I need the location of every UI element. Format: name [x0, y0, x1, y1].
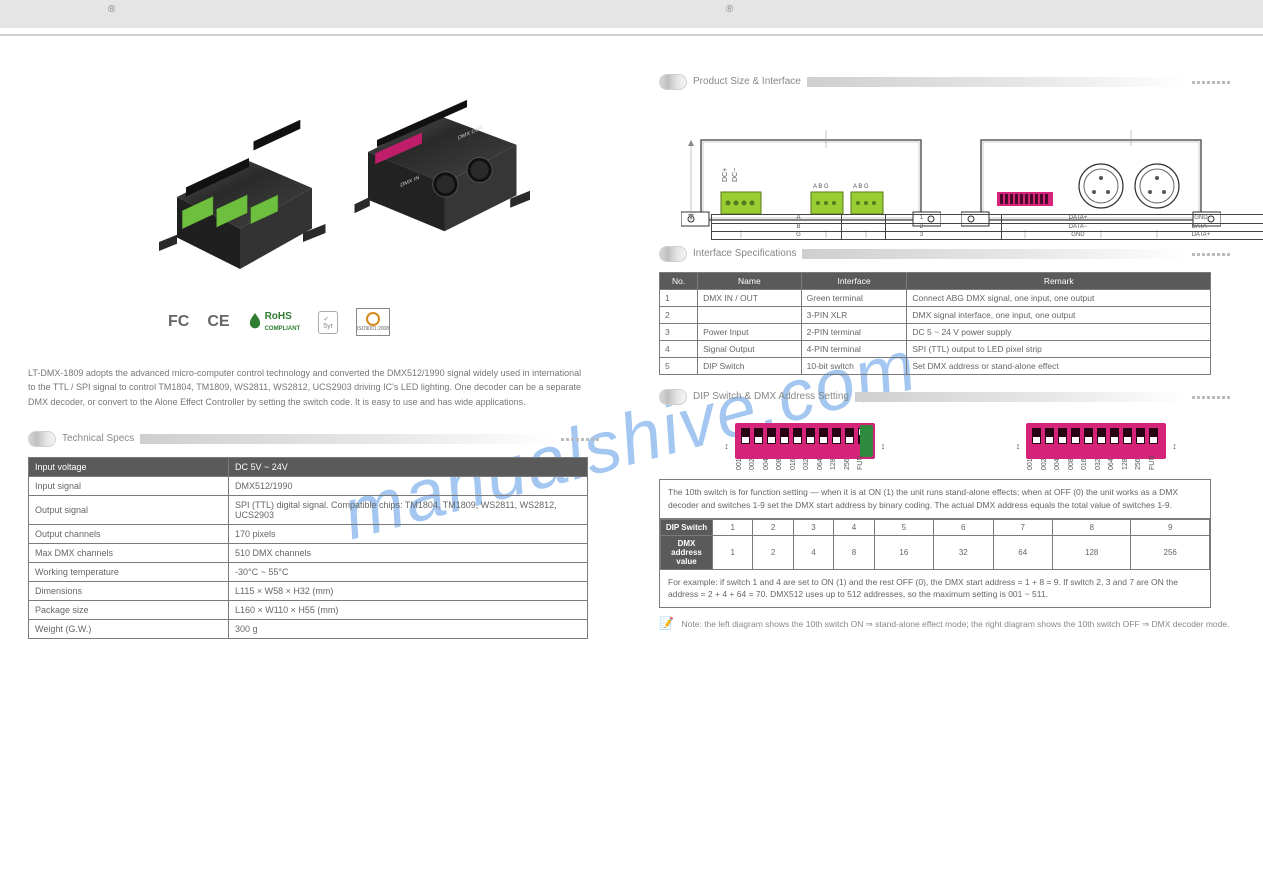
product-photo-group: DMX IN DMX OUT [28, 68, 611, 288]
dip-explain-header: The 10th switch is for function setting … [660, 480, 1210, 519]
dip-explain-box: The 10th switch is for function setting … [659, 479, 1211, 608]
note-icon: 📝 [659, 616, 675, 630]
page-left: DMX IN DMX OUT FC CE RoHSCOMPLIANT ✓5yr … [0, 38, 631, 659]
reg-mark-left: ® [108, 4, 115, 15]
ce-logo: CE [207, 313, 229, 331]
dip-explain-footer: For example: if switch 1 and 4 are set t… [660, 570, 1210, 608]
section-header-dimensions: Product Size & Interface [659, 74, 1242, 90]
section-header-dip: DIP Switch & DMX Address Setting [659, 389, 1242, 405]
note-row: 📝 Note: the left diagram shows the 10th … [659, 616, 1242, 630]
spec-param: Output signal [29, 496, 229, 525]
spec-value: 300 g [229, 620, 588, 639]
spec-header-param: Input voltage [29, 458, 229, 477]
warranty-logo: ✓5yr [318, 311, 338, 334]
specs-table: Input voltage DC 5V ~ 24V Input signalDM… [28, 457, 588, 639]
device-photo-rear: DMX IN DMX OUT [350, 88, 530, 288]
spec-param: Working temperature [29, 563, 229, 582]
spec-header-value: DC 5V ~ 24V [229, 458, 588, 477]
svg-text:DC+: DC+ [722, 168, 729, 182]
product-intro: LT-DMX-1809 adopts the advanced micro-co… [28, 366, 588, 409]
spec-value: DMX512/1990 [229, 477, 588, 496]
spec-value: SPI (TTL) digital signal. Compatible chi… [229, 496, 588, 525]
spec-value: 510 DMX channels [229, 544, 588, 563]
svg-text:A B G: A B G [853, 184, 869, 190]
spec-param: Package size [29, 601, 229, 620]
dip-switch-on [735, 423, 875, 459]
page-right: Product Size & Interface ADATA+BDATA−GGN… [631, 38, 1262, 659]
fc-logo: FC [168, 313, 189, 331]
top-grey-bar: ® ® [0, 0, 1263, 28]
spec-param: Max DMX channels [29, 544, 229, 563]
note-text: Note: the left diagram shows the 10th sw… [682, 619, 1230, 629]
svg-text:A B G: A B G [813, 184, 829, 190]
section-header-specs: Technical Specs [28, 431, 611, 447]
interface-diagram: ADATA+BDATA−GGND 1GND2DATA−3DATA+ DC+ DC… [659, 100, 1242, 240]
dip-switch-illustrations: ↕ 001002004008016032064128256FUN ↕ ↕ 001… [659, 423, 1242, 469]
iso-logo: ISO9001:2008 [356, 308, 390, 336]
dip-value-table: DIP Switch123456789 DMX address value124… [660, 519, 1210, 570]
spec-value: L160 × W110 × H55 (mm) [229, 601, 588, 620]
spec-value: 170 pixels [229, 525, 588, 544]
device-photo-front [150, 88, 330, 288]
spec-param: Input signal [29, 477, 229, 496]
structure-table: No.NameInterfaceRemark 1DMX IN / OUTGree… [659, 272, 1211, 375]
spec-param: Output channels [29, 525, 229, 544]
section-header-structure: Interface Specifications [659, 246, 1242, 262]
spec-param: Dimensions [29, 582, 229, 601]
rohs-logo: RoHSCOMPLIANT [248, 311, 301, 333]
pin-table-xlr: 1GND2DATA−3DATA+ [841, 214, 1263, 240]
svg-text:DC−: DC− [732, 168, 739, 182]
spec-value: -30°C ~ 55°C [229, 563, 588, 582]
separator-line [0, 34, 1263, 36]
cert-logo-row: FC CE RoHSCOMPLIANT ✓5yr ISO9001:2008 [168, 308, 611, 336]
dip-switch-off [1026, 423, 1166, 459]
spec-value: L115 × W58 × H32 (mm) [229, 582, 588, 601]
arrow-on-off-left: ↕ [724, 441, 729, 451]
reg-mark-right: ® [726, 4, 733, 15]
spec-param: Weight (G.W.) [29, 620, 229, 639]
